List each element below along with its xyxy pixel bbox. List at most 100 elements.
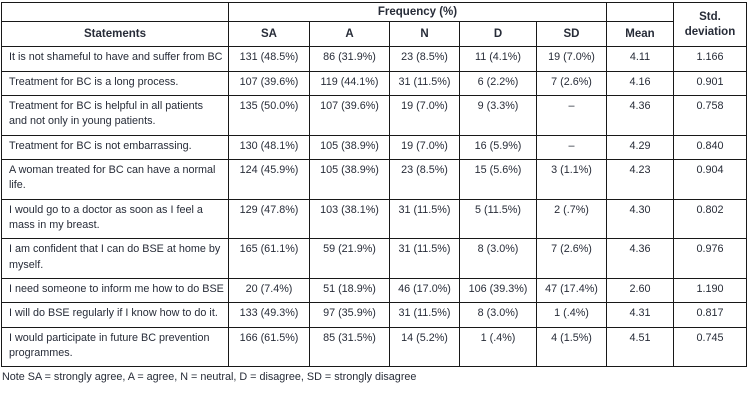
table-row: Treatment for BC is not embarrassing. 130… bbox=[1, 134, 747, 161]
std-cell: 1.166 bbox=[673, 46, 747, 72]
statement-cell: Treatment for BC is a long process. bbox=[1, 70, 229, 97]
sa-cell: 20 (7.4%) bbox=[228, 277, 310, 304]
mean-cell: 4.36 bbox=[606, 238, 674, 279]
col-header-a: A bbox=[309, 21, 390, 48]
col-header-d: D bbox=[459, 21, 537, 48]
col-header-sd: SD bbox=[536, 21, 607, 48]
std-cell: 0.840 bbox=[673, 134, 747, 161]
n-cell: 14 (5.2%) bbox=[389, 326, 460, 368]
table-row: Treatment for BC is helpful in all patie… bbox=[1, 95, 747, 136]
sa-cell: 129 (47.8%) bbox=[228, 198, 310, 240]
n-cell: 46 (17.0%) bbox=[389, 277, 460, 304]
d-cell: 8 (3.0%) bbox=[459, 302, 537, 328]
table-row: I would go to a doctor as soon as I feel… bbox=[1, 198, 747, 240]
d-cell: 11 (4.1%) bbox=[459, 46, 537, 72]
std-cell: 0.904 bbox=[673, 159, 747, 200]
sa-cell: 131 (48.5%) bbox=[228, 46, 310, 72]
table-header: Frequency (%) Std. deviation Statements … bbox=[1, 1, 747, 48]
d-cell: 16 (5.9%) bbox=[459, 134, 537, 161]
sa-cell: 124 (45.9%) bbox=[228, 159, 310, 200]
std-cell: 0.817 bbox=[673, 302, 747, 328]
statement-cell: Treatment for BC is helpful in all patie… bbox=[1, 95, 229, 136]
mean-cell: 4.51 bbox=[606, 326, 674, 368]
mean-cell: 4.11 bbox=[606, 46, 674, 72]
sd-cell: 2 (.7%) bbox=[536, 198, 607, 240]
a-cell: 119 (44.1%) bbox=[309, 70, 390, 97]
statement-cell: I am confident that I can do BSE at home… bbox=[1, 238, 229, 279]
mean-cell: 4.16 bbox=[606, 70, 674, 97]
col-header-sa: SA bbox=[228, 21, 310, 48]
sd-cell: 3 (1.1%) bbox=[536, 159, 607, 200]
sd-cell: 19 (7.0%) bbox=[536, 46, 607, 72]
empty-mean-top-cell bbox=[606, 1, 674, 23]
sd-cell: – bbox=[536, 134, 607, 161]
statement-cell: I would go to a doctor as soon as I feel… bbox=[1, 198, 229, 240]
sd-cell: – bbox=[536, 95, 607, 136]
n-cell: 19 (7.0%) bbox=[389, 95, 460, 136]
std-cell: 0.901 bbox=[673, 70, 747, 97]
page: Frequency (%) Std. deviation Statements … bbox=[1, 1, 747, 384]
a-cell: 105 (38.9%) bbox=[309, 159, 390, 200]
sa-cell: 165 (61.1%) bbox=[228, 238, 310, 279]
table-row: I need someone to inform me how to do BS… bbox=[1, 277, 747, 304]
a-cell: 85 (31.5%) bbox=[309, 326, 390, 368]
n-cell: 23 (8.5%) bbox=[389, 46, 460, 72]
table-note: Note SA = strongly agree, A = agree, N =… bbox=[2, 371, 417, 384]
empty-corner-cell bbox=[1, 1, 229, 23]
sa-cell: 130 (48.1%) bbox=[228, 134, 310, 161]
statement-cell: I need someone to inform me how to do BS… bbox=[1, 277, 229, 304]
d-cell: 15 (5.6%) bbox=[459, 159, 537, 200]
table-row: Treatment for BC is a long process. 107 (… bbox=[1, 70, 747, 97]
header-columns-row: Statements SA A N D SD Mean bbox=[1, 21, 747, 48]
table-row: I will do BSE regularly if I know how to… bbox=[1, 302, 747, 328]
sa-cell: 166 (61.5%) bbox=[228, 326, 310, 368]
statement-cell: A woman treated for BC can have a normal… bbox=[1, 159, 229, 200]
table-row: I am confident that I can do BSE at home… bbox=[1, 238, 747, 279]
a-cell: 103 (38.1%) bbox=[309, 198, 390, 240]
sa-cell: 107 (39.6%) bbox=[228, 70, 310, 97]
a-cell: 51 (18.9%) bbox=[309, 277, 390, 304]
n-cell: 31 (11.5%) bbox=[389, 238, 460, 279]
col-header-n: N bbox=[389, 21, 460, 48]
sd-cell: 7 (2.6%) bbox=[536, 238, 607, 279]
std-cell: 0.802 bbox=[673, 198, 747, 240]
d-cell: 106 (39.3%) bbox=[459, 277, 537, 304]
d-cell: 1 (.4%) bbox=[459, 326, 537, 368]
a-cell: 105 (38.9%) bbox=[309, 134, 390, 161]
std-cell: 0.976 bbox=[673, 238, 747, 279]
std-cell: 0.745 bbox=[673, 326, 747, 368]
mean-cell: 4.36 bbox=[606, 95, 674, 136]
mean-cell: 4.23 bbox=[606, 159, 674, 200]
statement-cell: I would participate in future BC prevent… bbox=[1, 326, 229, 368]
d-cell: 8 (3.0%) bbox=[459, 238, 537, 279]
statement-cell: It is not shameful to have and suffer fr… bbox=[1, 46, 229, 72]
sd-cell: 1 (.4%) bbox=[536, 302, 607, 328]
table-body: It is not shameful to have and suffer fr… bbox=[1, 46, 747, 368]
table-row: I would participate in future BC prevent… bbox=[1, 326, 747, 368]
table-row: A woman treated for BC can have a normal… bbox=[1, 159, 747, 200]
statements-header: Statements bbox=[1, 21, 229, 48]
std-deviation-header: Std. deviation bbox=[673, 1, 747, 48]
n-cell: 31 (11.5%) bbox=[389, 198, 460, 240]
d-cell: 6 (2.2%) bbox=[459, 70, 537, 97]
mean-cell: 4.29 bbox=[606, 134, 674, 161]
mean-cell: 4.31 bbox=[606, 302, 674, 328]
d-cell: 9 (3.3%) bbox=[459, 95, 537, 136]
header-group-row: Frequency (%) Std. deviation bbox=[1, 1, 747, 48]
frequency-group-header: Frequency (%) bbox=[228, 1, 607, 23]
sd-cell: 7 (2.6%) bbox=[536, 70, 607, 97]
n-cell: 23 (8.5%) bbox=[389, 159, 460, 200]
sd-cell: 47 (17.4%) bbox=[536, 277, 607, 304]
n-cell: 31 (11.5%) bbox=[389, 302, 460, 328]
n-cell: 19 (7.0%) bbox=[389, 134, 460, 161]
n-cell: 31 (11.5%) bbox=[389, 70, 460, 97]
statement-cell: I will do BSE regularly if I know how to… bbox=[1, 302, 229, 328]
a-cell: 107 (39.6%) bbox=[309, 95, 390, 136]
frequency-table: Frequency (%) Std. deviation Statements … bbox=[1, 1, 747, 368]
std-cell: 0.758 bbox=[673, 95, 747, 136]
table-row: It is not shameful to have and suffer fr… bbox=[1, 46, 747, 72]
d-cell: 5 (11.5%) bbox=[459, 198, 537, 240]
a-cell: 86 (31.9%) bbox=[309, 46, 390, 72]
sa-cell: 133 (49.3%) bbox=[228, 302, 310, 328]
a-cell: 97 (35.9%) bbox=[309, 302, 390, 328]
